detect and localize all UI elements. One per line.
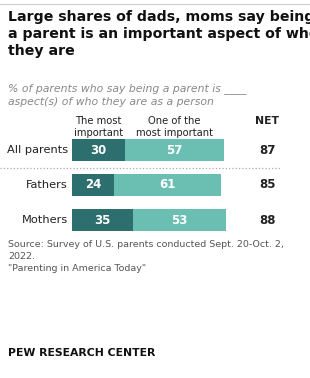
Text: 57: 57 — [166, 144, 183, 156]
Bar — [125, 139, 224, 161]
Text: NET: NET — [255, 116, 279, 126]
Text: All parents: All parents — [7, 145, 68, 155]
Bar — [72, 174, 114, 196]
Text: PEW RESEARCH CENTER: PEW RESEARCH CENTER — [8, 348, 155, 358]
Text: 24: 24 — [85, 178, 101, 192]
Text: 53: 53 — [171, 214, 188, 226]
Text: The most
important: The most important — [74, 116, 123, 138]
Text: Large shares of dads, moms say being
a parent is an important aspect of who
they: Large shares of dads, moms say being a p… — [8, 10, 310, 57]
Text: Source: Survey of U.S. parents conducted Sept. 20-Oct. 2,
2022.
"Parenting in Am: Source: Survey of U.S. parents conducted… — [8, 240, 284, 273]
Bar — [133, 209, 226, 231]
Text: 35: 35 — [95, 214, 111, 226]
Text: 30: 30 — [90, 144, 106, 156]
Text: Mothers: Mothers — [22, 215, 68, 225]
Bar — [72, 139, 125, 161]
Text: 85: 85 — [259, 178, 275, 192]
Text: 87: 87 — [259, 144, 275, 156]
Bar — [114, 174, 221, 196]
Text: One of the
most important: One of the most important — [136, 116, 213, 138]
Text: % of parents who say being a parent is ____
aspect(s) of who they are as a perso: % of parents who say being a parent is _… — [8, 83, 246, 107]
Text: 88: 88 — [259, 214, 275, 226]
Text: 61: 61 — [159, 178, 175, 192]
Bar — [72, 209, 133, 231]
Text: Fathers: Fathers — [26, 180, 68, 190]
